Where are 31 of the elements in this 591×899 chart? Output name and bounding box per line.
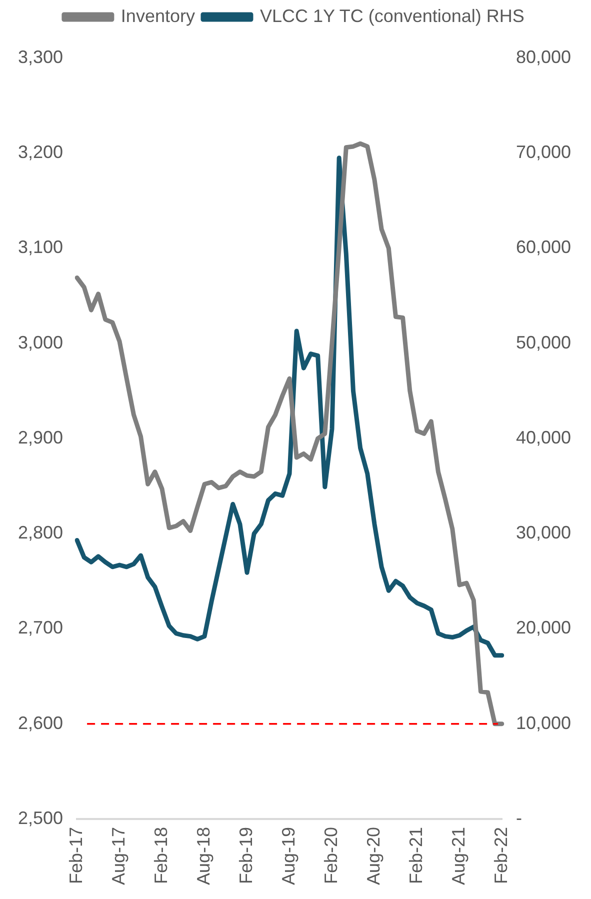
y2-tick-label: 40,000 [516, 427, 572, 448]
x-tick-label: Feb-22 [490, 826, 511, 884]
x-tick-label: Feb-17 [66, 826, 86, 884]
y-tick-label: 3,000 [18, 332, 64, 352]
x-tick-label: Aug-21 [448, 826, 468, 886]
y2-tick-label: 60,000 [516, 237, 572, 258]
y-tick-label: 2,800 [18, 522, 64, 543]
x-tick-label: Feb-19 [236, 826, 256, 884]
x-tick-label: Feb-20 [320, 826, 341, 884]
x-tick-label: Aug-19 [278, 826, 298, 886]
x-tick-label: Aug-18 [193, 826, 214, 886]
y-tick-label: 2,900 [18, 427, 64, 448]
y2-tick-label: 10,000 [516, 712, 572, 733]
x-tick-label: Feb-21 [406, 826, 426, 884]
y-tick-label: 2,600 [18, 712, 64, 733]
y2-tick-label: 50,000 [516, 332, 572, 352]
y-tick-label: 3,200 [18, 142, 64, 162]
y2-tick-label: - [516, 808, 522, 828]
x-tick-label: Aug-17 [108, 826, 129, 886]
y2-tick-label: 30,000 [516, 522, 572, 543]
y-tick-label: 3,300 [18, 46, 64, 67]
x-tick-label: Aug-20 [363, 826, 384, 886]
y-tick-label: 2,500 [18, 808, 64, 828]
legend-label: Inventory [120, 6, 195, 26]
x-tick-label: Feb-18 [150, 826, 171, 884]
legend-label: VLCC 1Y TC (conventional) RHS [260, 6, 524, 26]
y-tick-label: 2,700 [18, 618, 64, 638]
y2-tick-label: 70,000 [516, 142, 572, 162]
y2-tick-label: 20,000 [516, 618, 572, 638]
y2-tick-label: 80,000 [516, 46, 572, 67]
y-tick-label: 3,100 [18, 237, 64, 258]
